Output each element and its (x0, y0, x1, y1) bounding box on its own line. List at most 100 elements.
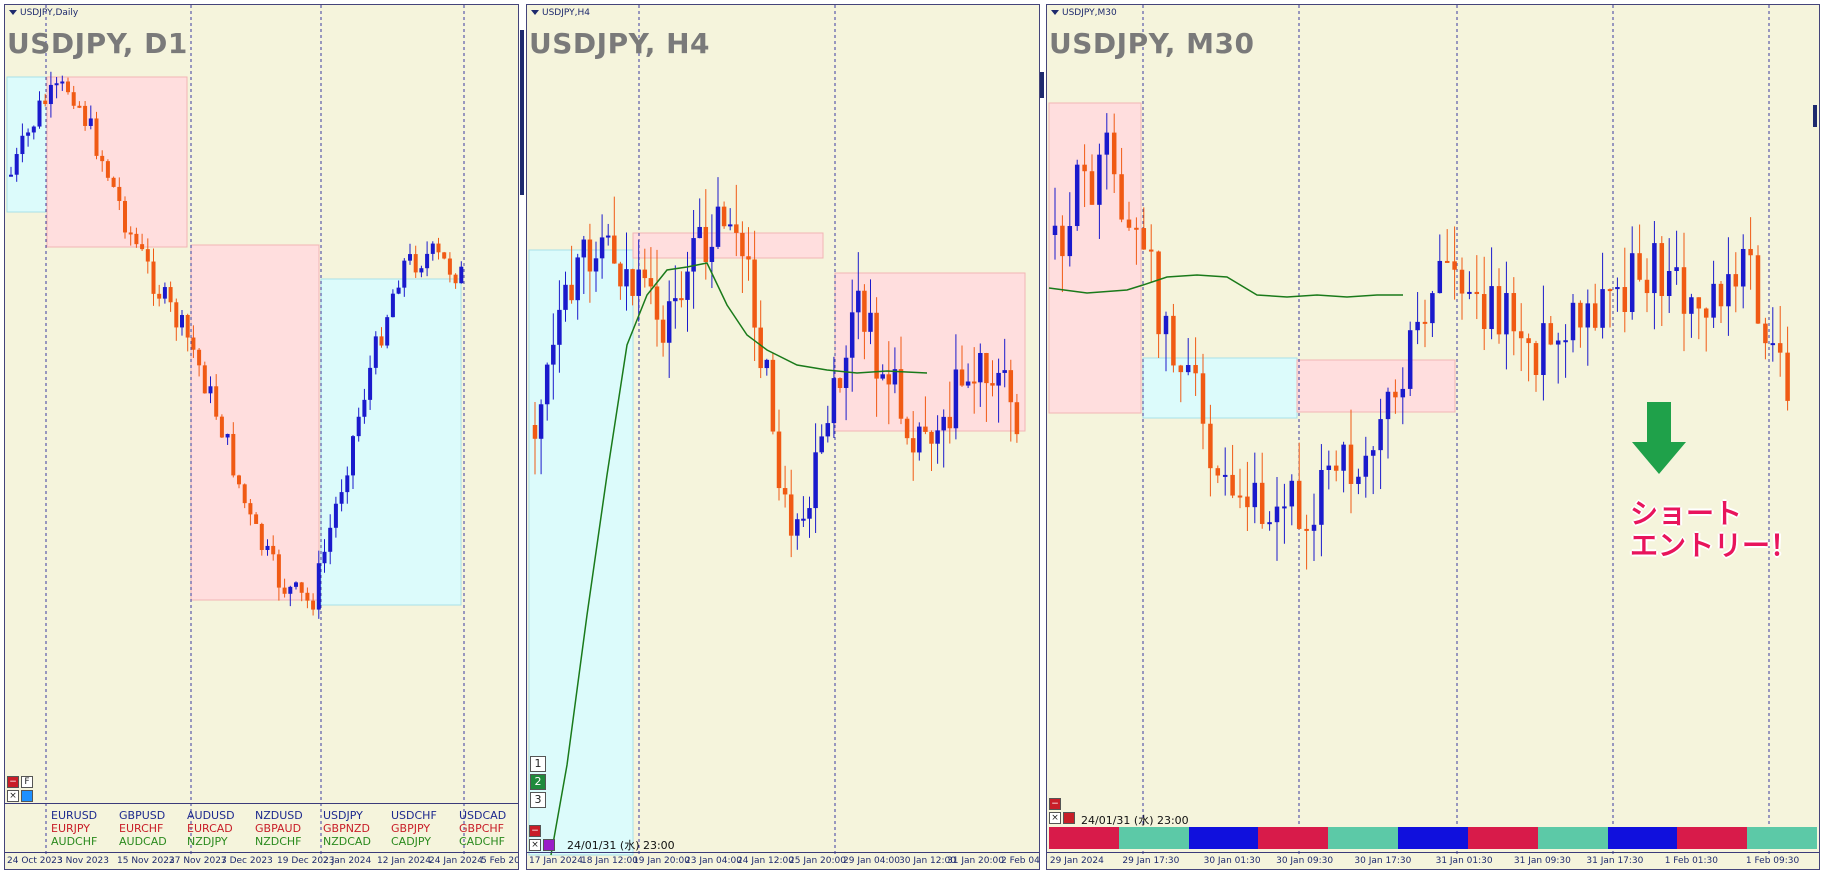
currency-pair[interactable]: EURCHF (119, 822, 164, 835)
currency-pair[interactable]: NZDUSD (255, 809, 303, 822)
bull-candle (1104, 132, 1110, 155)
currency-pair[interactable]: EURCAD (187, 822, 233, 835)
x-axis-label: 27 Nov 2023 (169, 856, 227, 866)
bear-candle (1607, 289, 1613, 292)
bull-candle (1726, 274, 1731, 307)
bull-candle (1356, 476, 1361, 484)
bull-candle (1467, 291, 1472, 294)
bull-candle (1666, 270, 1672, 297)
bull-candle (1222, 474, 1228, 477)
dropdown-icon[interactable] (9, 10, 17, 15)
x-axis-label: 1 Feb 01:30 (1664, 856, 1719, 866)
candlestick-chart-daily[interactable] (5, 5, 519, 870)
x-axis-label: 18 Jan 12:00 (581, 856, 638, 866)
bull-candle (26, 132, 31, 136)
currency-pair[interactable]: CADCHF (459, 835, 505, 848)
chart-window-daily[interactable]: USDJPY,Daily USDJPY, D1 − F × EURUSD GBPU… (4, 4, 519, 870)
f-button[interactable]: F (21, 776, 33, 788)
bull-candle (345, 475, 350, 493)
x-axis-label: 31 Jan 20:00 (947, 856, 1004, 866)
x-axis-label: 30 Jan 09:30 (1276, 856, 1334, 866)
bull-candle (813, 452, 818, 509)
bear-candle (1178, 365, 1184, 373)
currency-pair[interactable]: EURUSD (51, 809, 98, 822)
bear-candle (311, 600, 316, 610)
currency-pair[interactable]: AUDUSD (187, 809, 235, 822)
bull-candle (563, 284, 568, 310)
x-axis-label: 5 Feb 2024 (481, 856, 519, 866)
candlestick-chart-h4[interactable] (527, 5, 1040, 870)
x-axis-daily: 24 Oct 2023 3 Nov 2023 15 Nov 2023 27 Nov 2… (5, 853, 518, 869)
bull-candle (294, 582, 298, 587)
symbol-label-m30: USDJPY, M30 (1049, 27, 1255, 60)
close-button[interactable]: × (529, 839, 541, 851)
currency-pair[interactable]: USDCHF (391, 809, 437, 822)
bear-candle (447, 258, 452, 275)
currency-pair[interactable]: USDJPY (323, 809, 363, 822)
bull-candle (1370, 450, 1376, 456)
currency-pair[interactable]: NZDCAD (323, 835, 371, 848)
minimize-button[interactable]: − (529, 825, 541, 837)
x-axis-label: 29 Jan 2024 (1049, 856, 1104, 866)
chart-window-h4[interactable]: USDJPY,H4 USDJPY, H4 1 2 3 − × 24/01/31 … (526, 4, 1040, 870)
x-axis-label: 24 Jan 12:00 (737, 856, 794, 866)
timeframe-button-1[interactable]: 1 (530, 756, 546, 772)
x-axis-label: 30 Jan 17:30 (1354, 856, 1412, 866)
bear-candle (1348, 444, 1354, 484)
close-button[interactable]: × (7, 790, 19, 802)
x-axis-label: 17 Jan 2024 (529, 856, 583, 866)
bear-candle (770, 359, 776, 432)
bull-candle (328, 527, 333, 552)
chart-window-m30[interactable]: USDJPY,M30 USDJPY, M30 − × 24/01/31 (水) … (1046, 4, 1820, 870)
currency-pair[interactable]: CADJPY (391, 835, 432, 848)
window-title-m30: USDJPY,M30 (1051, 8, 1117, 18)
currency-pair[interactable]: AUDCHF (51, 835, 98, 848)
bear-candle (191, 337, 196, 350)
bear-candle (1126, 219, 1132, 228)
close-button[interactable]: × (1049, 812, 1061, 824)
currency-pair[interactable]: GBPCHF (459, 822, 504, 835)
square-button[interactable] (543, 839, 555, 851)
currency-pair[interactable]: GBPUSD (119, 809, 166, 822)
bear-candle (157, 293, 162, 299)
window-title-daily: USDJPY,Daily (9, 8, 78, 18)
bull-candle (538, 404, 544, 439)
minimize-button[interactable]: − (7, 776, 19, 788)
bear-candle (740, 232, 745, 257)
scroll-marker[interactable] (1813, 105, 1817, 127)
dropdown-icon[interactable] (531, 10, 539, 15)
strip-segment (1677, 827, 1748, 849)
square-button[interactable] (1063, 812, 1075, 824)
scroll-marker[interactable] (1040, 72, 1044, 98)
bear-candle (1637, 253, 1642, 280)
currency-pair[interactable]: EURJPY (51, 822, 90, 835)
timeframe-button-2[interactable]: 2 (530, 774, 546, 790)
bull-candle (1674, 267, 1679, 271)
bear-candle (413, 254, 418, 273)
bull-candle (1585, 303, 1591, 328)
candlestick-chart-m30[interactable] (1047, 5, 1820, 870)
bull-candle (9, 174, 13, 177)
bear-candle (1622, 287, 1628, 312)
scroll-marker[interactable] (520, 30, 524, 195)
bull-candle (1652, 243, 1657, 294)
strip-segment (1188, 827, 1259, 849)
bear-candle (1496, 286, 1502, 335)
currency-pair[interactable]: USDCAD (459, 809, 507, 822)
currency-pair[interactable]: NZDCHF (255, 835, 302, 848)
square-button[interactable] (21, 790, 33, 802)
timeframe-button-3[interactable]: 3 (530, 792, 546, 808)
bull-candle (362, 399, 367, 417)
currency-pair[interactable]: GBPJPY (391, 822, 431, 835)
strip-segment (1328, 827, 1399, 849)
bull-candle (849, 312, 855, 358)
currency-pair[interactable]: NZDJPY (187, 835, 228, 848)
demand-zone (1142, 357, 1298, 419)
currency-pair[interactable]: GBPNZD (323, 822, 370, 835)
bear-candle (898, 369, 904, 419)
dropdown-icon[interactable] (1051, 10, 1059, 15)
minimize-button[interactable]: − (1049, 798, 1061, 810)
currency-pair[interactable]: AUDCAD (119, 835, 167, 848)
currency-pair[interactable]: GBPAUD (255, 822, 302, 835)
bear-candle (140, 244, 145, 250)
